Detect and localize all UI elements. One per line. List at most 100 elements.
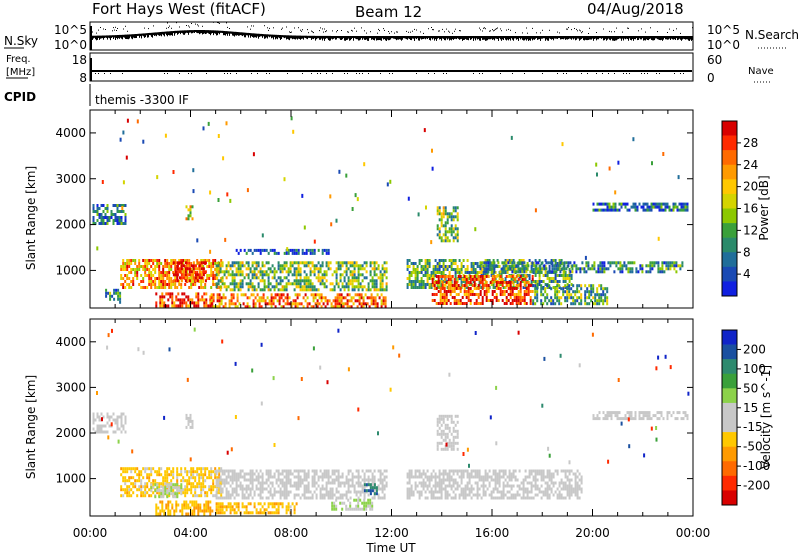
echo-cell — [132, 467, 135, 471]
echo-cell — [327, 248, 330, 252]
echo-cell — [475, 278, 478, 281]
echo-cell — [433, 299, 436, 302]
echo-cell — [355, 261, 358, 265]
echo-cell — [456, 218, 459, 222]
echo-cell — [588, 293, 591, 297]
echo-cell — [158, 482, 161, 486]
echo-cell — [176, 489, 179, 493]
noise-sample — [679, 36, 680, 39]
echo-cell — [267, 279, 270, 283]
echo-cell — [351, 282, 354, 286]
echo-cell — [430, 274, 433, 277]
noise-sample — [487, 36, 488, 41]
echo-cell — [261, 248, 264, 252]
echo-cell — [340, 293, 343, 297]
echo-cell — [178, 283, 181, 286]
echo-cell — [469, 302, 472, 305]
echo-cell — [249, 493, 252, 497]
echo-cell — [287, 279, 290, 283]
echo-cell — [487, 270, 490, 274]
noise-sample — [181, 30, 182, 33]
cpid-label: CPID — [4, 90, 36, 104]
echo-cell — [203, 512, 206, 516]
echo-cell — [307, 264, 310, 268]
echo-cell — [150, 483, 153, 487]
echo-cell — [233, 502, 236, 506]
noise-sample — [394, 36, 395, 39]
echo-cell — [239, 267, 242, 271]
echo-cell — [373, 261, 376, 265]
echo-cell — [293, 267, 296, 271]
echo-cell — [442, 209, 445, 213]
noise-sample — [330, 35, 331, 41]
echo-cell — [325, 469, 328, 473]
echo-cell — [462, 274, 465, 277]
echo-cell — [186, 273, 189, 277]
echo-cell — [434, 259, 437, 262]
echo-cell — [457, 287, 460, 290]
echo-cell — [247, 484, 250, 488]
echo-cell — [567, 264, 570, 268]
echo-cell — [257, 285, 260, 289]
echo-cell — [337, 282, 340, 286]
echo-cell — [323, 273, 326, 277]
nave-sample — [269, 73, 270, 74]
echo-cell — [237, 478, 240, 482]
echo-cell — [285, 490, 288, 494]
echo-cell — [331, 478, 334, 482]
noise-search-sample — [267, 27, 268, 29]
echo-cell — [92, 418, 95, 422]
echo-cell — [197, 298, 200, 302]
noise-sample — [573, 36, 574, 40]
echo-cell — [225, 285, 228, 289]
echo-cell — [276, 299, 279, 303]
echo-cell — [485, 299, 488, 302]
echo-cell — [185, 512, 188, 516]
echo-cell — [119, 297, 122, 301]
echo-cell — [379, 496, 382, 500]
echo-cell — [350, 305, 353, 309]
echo-cell — [319, 276, 322, 280]
noise-search-sample — [527, 32, 528, 34]
echo-cell — [596, 299, 599, 303]
echo-cell — [138, 473, 141, 477]
noise-search-sample — [614, 31, 615, 33]
echo-cell — [267, 472, 270, 476]
echo-cell — [319, 493, 322, 497]
echo-cell — [475, 302, 478, 305]
echo-cell — [528, 274, 531, 277]
echo-cell — [463, 290, 466, 293]
echo-cell — [200, 482, 203, 486]
echo-cell — [138, 470, 141, 474]
noise-search-sample — [281, 28, 282, 30]
echo-cell — [525, 264, 528, 268]
echo-cell — [512, 277, 515, 280]
echo-cell — [216, 293, 219, 297]
echo-cell — [556, 293, 559, 297]
echo-cell — [454, 271, 457, 274]
echo-cell — [217, 481, 220, 485]
echo-cell — [166, 485, 169, 489]
nave-sample — [167, 73, 168, 74]
echo-region — [532, 284, 609, 306]
echo-cell — [471, 290, 474, 293]
echo-cell — [319, 490, 322, 494]
echo-cell — [444, 236, 447, 240]
echo-cell — [371, 285, 374, 289]
echo-cell — [144, 488, 147, 492]
noise-sample — [109, 35, 110, 39]
echo-cell — [298, 293, 301, 297]
echo-cell — [239, 484, 242, 488]
echo-cell — [541, 261, 544, 265]
noise-sample — [665, 36, 666, 40]
noise-sample — [153, 32, 154, 36]
freq-left-tick-bottom: 8 — [79, 71, 87, 85]
echo-cell — [194, 283, 197, 286]
echo-cell — [176, 279, 179, 283]
noise-sample — [350, 36, 351, 41]
echo-cell — [510, 259, 513, 262]
echo-cell — [267, 475, 270, 479]
nave-sample — [608, 73, 609, 74]
echo-cell — [645, 270, 648, 274]
echo-cell — [354, 293, 357, 297]
